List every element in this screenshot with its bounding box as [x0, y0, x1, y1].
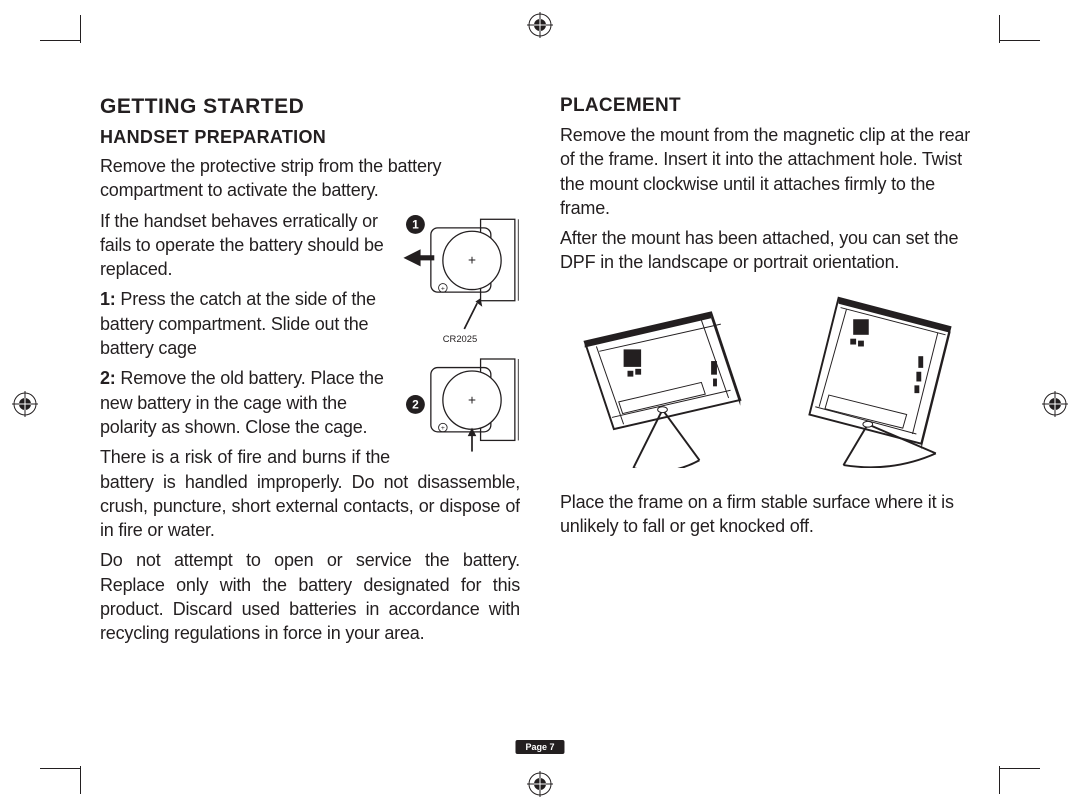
crop-mark: [80, 15, 81, 43]
svg-text:+: +: [468, 392, 476, 407]
page-content: GETTING STARTED HANDSET PREPARATION Remo…: [100, 95, 980, 714]
subsection-title: HANDSET PREPARATION: [100, 127, 520, 148]
crop-mark: [999, 15, 1000, 43]
registration-mark-icon: [527, 12, 553, 38]
battery-type-label: CR2025: [443, 332, 478, 343]
battery-diagram: 1 + + CR2: [400, 209, 520, 463]
svg-text:+: +: [441, 285, 445, 292]
crop-mark: [40, 768, 80, 769]
svg-text:+: +: [468, 252, 476, 267]
left-column: GETTING STARTED HANDSET PREPARATION Remo…: [100, 95, 520, 714]
body-text: After the mount has been attached, you c…: [560, 226, 980, 275]
svg-text:+: +: [441, 425, 445, 432]
registration-mark-icon: [527, 771, 553, 797]
page-number: Page 7: [515, 740, 564, 754]
crop-mark: [1000, 40, 1040, 41]
crop-mark: [1000, 768, 1040, 769]
right-column: PLACEMENT Remove the mount from the magn…: [560, 95, 980, 714]
placement-diagram: [560, 293, 980, 468]
registration-mark-icon: [1042, 391, 1068, 417]
body-text: Do not attempt to open or service the ba…: [100, 548, 520, 645]
svg-text:1: 1: [412, 217, 419, 231]
registration-mark-icon: [12, 391, 38, 417]
body-text: Remove the mount from the magnetic clip …: [560, 123, 980, 220]
section-title: PLACEMENT: [560, 95, 980, 117]
section-title: GETTING STARTED: [100, 95, 520, 119]
crop-mark: [40, 40, 80, 41]
body-text: Place the frame on a firm stable surface…: [560, 490, 980, 539]
crop-mark: [80, 766, 81, 794]
body-text: Remove the protective strip from the bat…: [100, 154, 520, 203]
crop-mark: [999, 766, 1000, 794]
svg-text:2: 2: [412, 397, 419, 411]
